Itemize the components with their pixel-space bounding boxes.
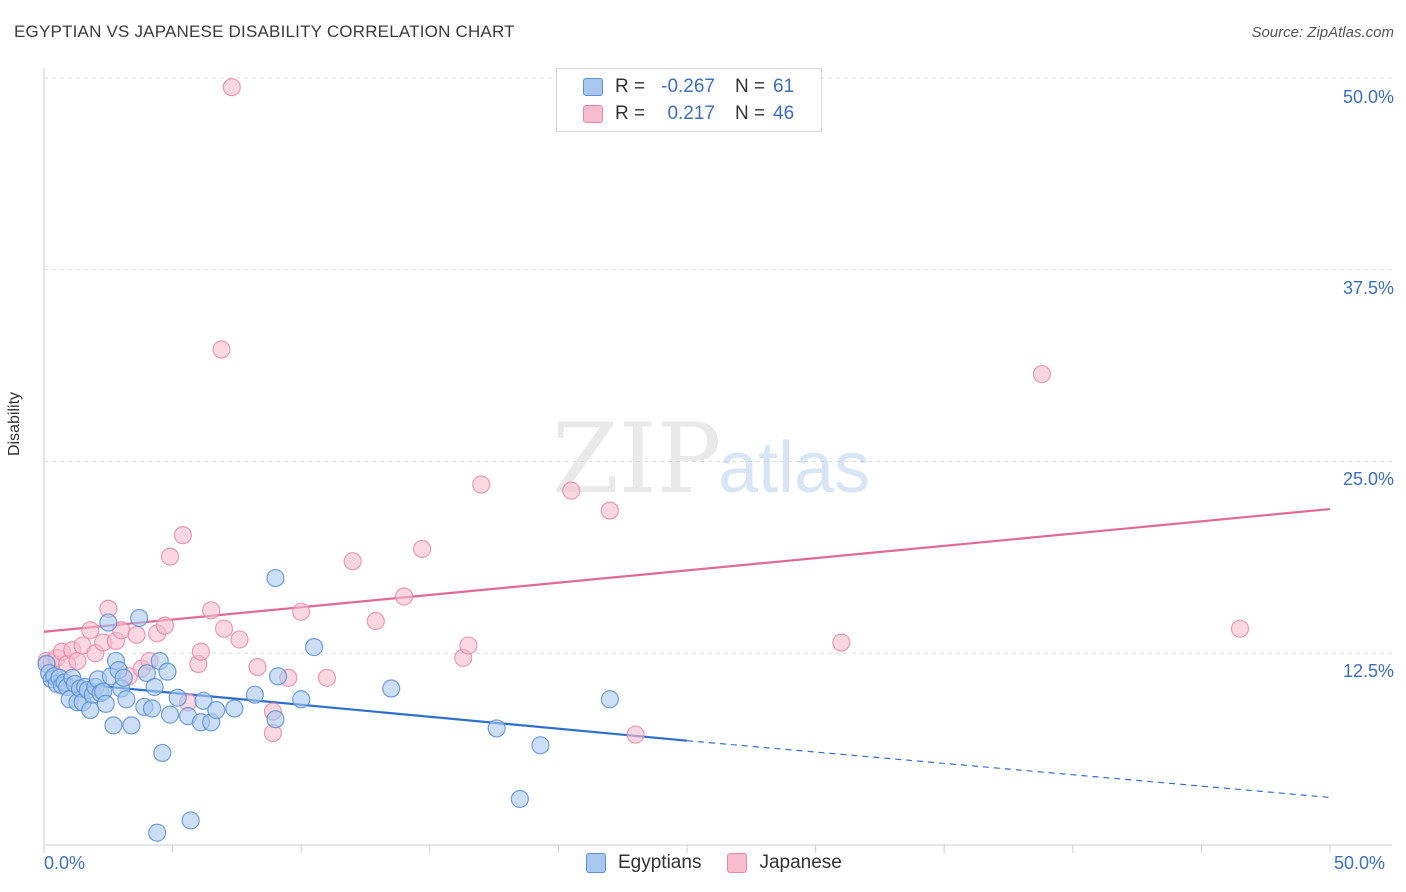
watermark: ZIP atlas bbox=[552, 403, 870, 515]
japanese-point bbox=[343, 552, 362, 571]
japanese-point bbox=[222, 78, 241, 97]
japanese-point bbox=[81, 621, 100, 640]
stats-legend: R = -0.267 N = 61 R = 0.217 N = 46 bbox=[556, 68, 822, 132]
egyptians-point bbox=[145, 677, 164, 697]
x-max-label: 50.0% bbox=[1334, 853, 1386, 873]
legend-row-japanese: R = 0.217 N = 46 bbox=[583, 102, 794, 126]
egyptians-point bbox=[142, 699, 162, 718]
y-axis-label: Disability bbox=[6, 391, 23, 456]
watermark-atlas: atlas bbox=[718, 428, 870, 508]
egyptians-point bbox=[168, 688, 187, 707]
egyptians-point bbox=[99, 613, 118, 632]
r-value: 0.217 bbox=[667, 103, 715, 124]
r-label: R = bbox=[615, 103, 646, 124]
egyptians-point bbox=[207, 700, 226, 720]
y-tick-50: 50.0% bbox=[1342, 87, 1394, 107]
egyptians-label: Egyptians bbox=[618, 852, 702, 873]
japanese-swatch bbox=[583, 105, 603, 123]
japanese-point bbox=[212, 340, 231, 359]
japanese-point bbox=[317, 668, 337, 687]
japanese-label: Japanese bbox=[759, 852, 842, 873]
grid-lines bbox=[44, 77, 1392, 654]
japanese-point bbox=[292, 602, 311, 621]
chart-title: EGYPTIAN VS JAPANESE DISABILITY CORRELAT… bbox=[14, 22, 515, 41]
data-points bbox=[37, 78, 1250, 842]
japanese-point bbox=[127, 625, 146, 644]
japanese-point bbox=[173, 526, 192, 545]
japanese-swatch bbox=[727, 853, 748, 873]
egyptians-point bbox=[245, 685, 265, 704]
egyptians-point bbox=[160, 705, 180, 724]
japanese-point bbox=[366, 611, 385, 631]
japanese-point bbox=[1230, 619, 1250, 638]
japanese-point bbox=[230, 630, 249, 649]
egyptians-point bbox=[148, 823, 167, 842]
series-legend: Egyptians Japanese bbox=[586, 852, 868, 874]
egyptians-point bbox=[130, 608, 149, 628]
legend-item-japanese[interactable]: Japanese bbox=[727, 852, 842, 874]
japanese-point bbox=[562, 481, 581, 500]
legend-item-egyptians[interactable]: Egyptians bbox=[586, 852, 701, 874]
japanese-point bbox=[472, 475, 491, 494]
egyptians-point bbox=[117, 690, 136, 709]
japanese-point bbox=[202, 601, 221, 620]
japanese-point bbox=[160, 547, 180, 566]
egyptians-point bbox=[266, 710, 285, 729]
egyptians-point bbox=[600, 690, 619, 709]
egyptians-swatch bbox=[586, 853, 606, 873]
egyptians-point bbox=[181, 811, 200, 830]
egyptians-point bbox=[266, 568, 285, 588]
japanese-point bbox=[214, 619, 234, 638]
egyptians-point bbox=[122, 716, 141, 735]
x-min-label: 0.0% bbox=[44, 853, 86, 873]
egyptians-point bbox=[194, 691, 213, 710]
japanese-point bbox=[394, 587, 414, 606]
egyptians-trend-extension bbox=[686, 740, 1331, 799]
y-tick-25: 25.0% bbox=[1342, 469, 1394, 489]
axes bbox=[43, 68, 1392, 853]
japanese-point bbox=[832, 633, 851, 652]
r-value: -0.267 bbox=[661, 76, 715, 97]
egyptians-point bbox=[304, 638, 324, 657]
japanese-trend-line bbox=[43, 507, 1331, 633]
egyptians-point bbox=[531, 736, 550, 755]
egyptians-point bbox=[104, 716, 123, 735]
egyptians-point bbox=[487, 719, 506, 738]
r-label: R = bbox=[615, 76, 646, 97]
egyptians-swatch bbox=[583, 78, 603, 96]
n-value: 61 bbox=[773, 76, 795, 97]
legend-row-egyptians: R = -0.267 N = 61 bbox=[583, 75, 794, 99]
egyptians-point bbox=[510, 789, 529, 809]
egyptians-point bbox=[268, 667, 288, 686]
egyptians-point bbox=[114, 668, 133, 687]
japanese-point bbox=[155, 616, 174, 635]
n-label: N = bbox=[735, 76, 766, 97]
n-label: N = bbox=[735, 103, 766, 124]
japanese-point bbox=[68, 651, 87, 671]
egyptians-point bbox=[225, 699, 244, 718]
egyptians-point bbox=[158, 662, 177, 681]
egyptians-point bbox=[382, 679, 401, 698]
egyptians-point bbox=[137, 664, 156, 683]
egyptians-point bbox=[153, 743, 172, 763]
n-value: 46 bbox=[773, 103, 795, 124]
source-label: Source: ZipAtlas.com bbox=[1251, 24, 1394, 41]
japanese-point bbox=[626, 725, 645, 744]
y-tick-37-5: 37.5% bbox=[1342, 278, 1394, 298]
egyptians-point bbox=[292, 690, 311, 709]
japanese-point bbox=[459, 636, 478, 655]
watermark-zip: ZIP bbox=[552, 403, 721, 515]
japanese-point bbox=[248, 657, 267, 677]
japanese-point bbox=[600, 501, 619, 520]
japanese-point bbox=[191, 642, 210, 661]
y-tick-12-5: 12.5% bbox=[1342, 661, 1394, 681]
egyptians-point bbox=[81, 700, 100, 720]
egyptians-point bbox=[96, 694, 115, 713]
japanese-point bbox=[412, 539, 432, 559]
japanese-point bbox=[1032, 364, 1052, 384]
